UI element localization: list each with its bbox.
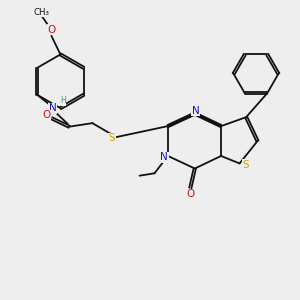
Text: N: N [49,103,56,113]
Text: N: N [160,152,168,163]
Text: CH₃: CH₃ [34,8,50,16]
Text: O: O [186,190,194,200]
Text: O: O [47,25,56,35]
Text: S: S [109,133,115,143]
Text: O: O [42,110,50,120]
Text: H: H [60,96,66,105]
Text: N: N [191,106,199,116]
Text: S: S [243,160,250,170]
